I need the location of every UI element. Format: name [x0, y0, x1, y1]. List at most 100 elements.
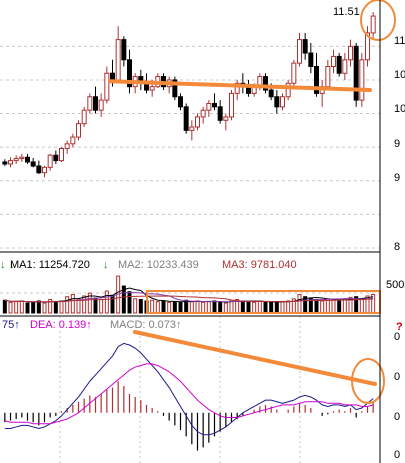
candle-body	[2, 161, 8, 165]
candle-body	[285, 82, 291, 98]
volume-bar	[314, 299, 319, 314]
macd-tick: 0	[394, 371, 400, 383]
volume-bar	[297, 294, 302, 314]
macd-trendline	[133, 330, 377, 386]
volume-bar	[150, 299, 155, 314]
candle-body	[274, 96, 280, 108]
candle-body	[370, 15, 376, 34]
volume-bar	[138, 299, 143, 314]
candle-body	[359, 59, 365, 101]
candle-body	[19, 156, 25, 160]
candle-body	[342, 59, 348, 74]
ma2-label: MA2: 10233.439	[118, 259, 199, 271]
candle-body	[70, 136, 76, 145]
macd-tick: 0	[394, 331, 400, 343]
volume-bar	[36, 300, 41, 314]
volume-bar	[2, 299, 7, 314]
volume-bar	[93, 297, 98, 314]
candle-body	[183, 106, 189, 131]
indicator-lines	[4, 287, 374, 436]
candle-body	[36, 165, 42, 174]
highlight-circle	[351, 358, 385, 404]
macd-tick: 0	[394, 411, 400, 423]
volume-bar	[48, 299, 53, 314]
down-arrow-icon: ↓	[9, 259, 15, 271]
volume-bar	[167, 301, 172, 314]
question-icon[interactable]: ?	[396, 321, 403, 333]
candle-body	[64, 143, 70, 150]
candle-body	[308, 52, 314, 68]
volume-bar	[269, 301, 274, 314]
candle-body	[178, 96, 183, 108]
candle-body	[30, 161, 36, 167]
candle-body	[263, 76, 268, 91]
candle-body	[93, 96, 98, 111]
candle-body	[200, 109, 206, 118]
volume-ma-line	[4, 295, 374, 303]
volume-bar	[14, 301, 19, 314]
macd-legend: 75↑ DEA: 0.139↑ MACD: 0.073↑ ? 0 0 0 0	[2, 319, 403, 461]
volume-bar	[257, 300, 262, 314]
volume-bar	[325, 298, 330, 314]
volume-bar	[99, 299, 104, 314]
candle-body	[172, 79, 178, 98]
volume-bar	[161, 300, 166, 314]
candle-body	[365, 32, 370, 61]
macd-label: MACD: 0.073↑	[110, 319, 182, 331]
volume-bar	[70, 294, 75, 314]
down-arrow-icon: ↓	[103, 259, 109, 271]
macd-tick: 0	[394, 449, 400, 461]
price-trendline	[108, 79, 372, 93]
volume-bar	[8, 301, 13, 314]
volume-bar	[263, 301, 268, 314]
volume-legend-prefix: ↓	[0, 259, 6, 271]
candle-body	[314, 66, 319, 94]
volume-ma-line	[4, 287, 374, 303]
price-tick: 11	[394, 35, 405, 47]
candle-body	[87, 96, 93, 111]
volume-bar	[42, 302, 47, 314]
volume-bar	[82, 295, 87, 314]
grid-lines	[0, 45, 380, 463]
candle-body	[47, 154, 53, 168]
volume-bar	[286, 300, 291, 314]
candle-body	[25, 156, 30, 163]
candle-body	[8, 160, 13, 165]
volume-bar	[155, 301, 160, 314]
dif-label: 75↑	[2, 319, 20, 331]
volume-bar	[246, 301, 251, 314]
price-tick: 8	[394, 241, 400, 253]
price-axis: 11 10 10 9 9 8	[394, 35, 405, 253]
candle-body	[325, 66, 331, 88]
candle-body	[336, 55, 342, 74]
candlestick-series	[2, 12, 376, 178]
candle-body	[217, 106, 223, 121]
candle-body	[234, 82, 240, 94]
highlight-circle	[360, 0, 396, 41]
volume-bar	[212, 300, 217, 314]
volume-bar	[127, 291, 132, 314]
candle-body	[104, 72, 110, 101]
candle-body	[302, 39, 308, 54]
volume-bar	[178, 301, 183, 314]
high-price-label: 11.51	[333, 6, 360, 18]
volume-bar	[19, 300, 24, 314]
volume-bar	[218, 301, 223, 314]
candle-body	[121, 39, 127, 61]
price-tick: 10	[394, 69, 405, 81]
candle-body	[195, 116, 200, 128]
candle-body	[353, 45, 359, 101]
volume-bar	[59, 300, 64, 314]
price-tick: 9	[394, 172, 400, 184]
volume-bar	[331, 299, 336, 314]
volume-bar	[342, 299, 347, 314]
volume-bar	[65, 296, 70, 314]
volume-bar	[280, 301, 285, 314]
volume-bar	[121, 285, 126, 314]
candle-body	[280, 96, 285, 108]
dea-line	[4, 363, 374, 425]
candle-body	[59, 148, 64, 162]
candle-body	[110, 72, 115, 81]
candle-body	[268, 89, 274, 98]
